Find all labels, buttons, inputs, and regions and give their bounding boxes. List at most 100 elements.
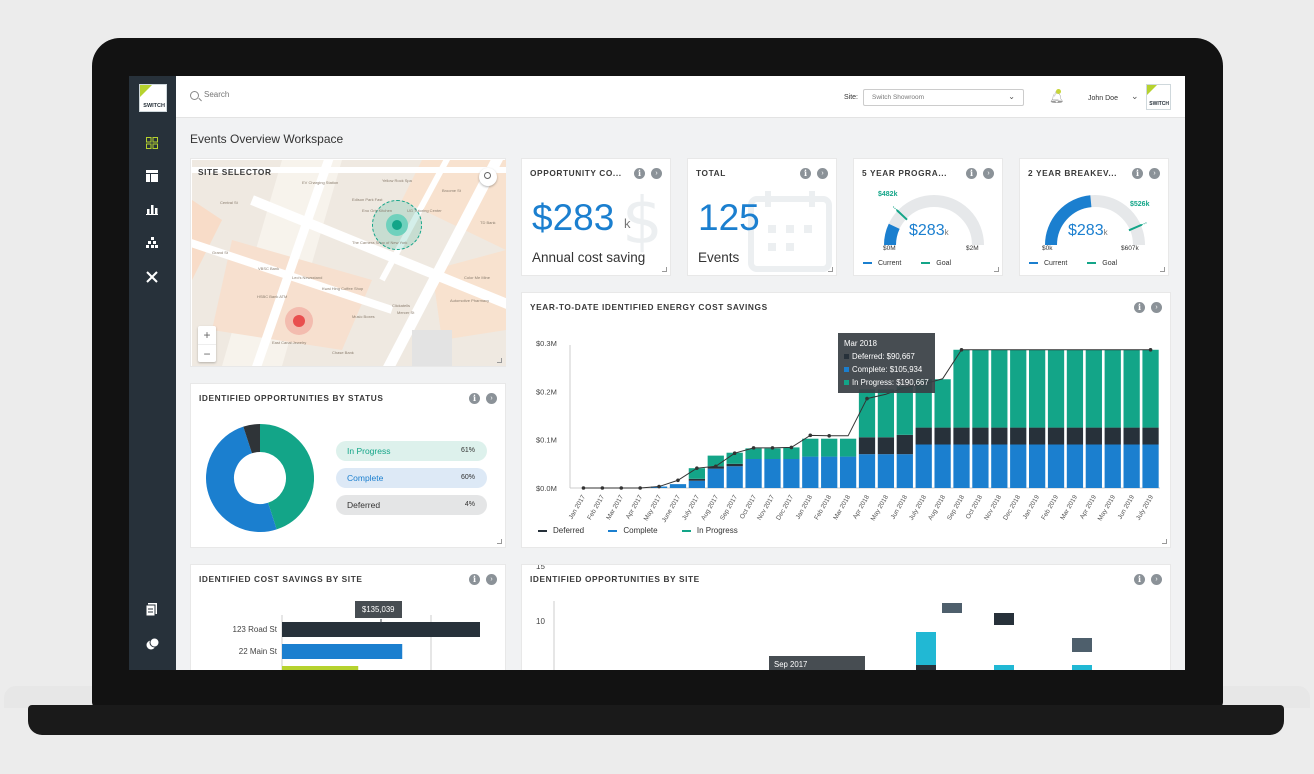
- arrow-right-icon[interactable]: ›: [817, 168, 828, 179]
- gauge-max: $607k: [1121, 245, 1139, 252]
- bar-chart-icon[interactable]: [143, 200, 161, 218]
- status-item[interactable]: Deferred 4%: [336, 495, 487, 515]
- legend-complete[interactable]: Complete: [623, 526, 658, 535]
- map-label: Edison Park Fast: [352, 197, 383, 202]
- total-point: [827, 434, 831, 438]
- status-item[interactable]: Complete 60%: [336, 468, 487, 488]
- kpi-label: Annual cost saving: [532, 250, 646, 265]
- status-item[interactable]: In Progress 61%: [336, 441, 487, 461]
- bar-segment-deferred: [1010, 427, 1027, 445]
- map-label: VBSC Bank: [258, 266, 280, 271]
- site-select[interactable]: Switch Showroom ⌄: [863, 89, 1024, 106]
- notification-dot: [1056, 89, 1061, 94]
- building-icon[interactable]: [143, 234, 161, 252]
- documents-icon[interactable]: [143, 600, 161, 618]
- info-icon[interactable]: i: [966, 168, 977, 179]
- notification-bell-icon[interactable]: 🔔︎: [1049, 90, 1065, 104]
- map-label: Automotive Pharmacy: [450, 298, 490, 303]
- site-map[interactable]: + − EV Charging Station Yellow Rock Spa Ed…: [192, 160, 506, 366]
- bar-segment-complete: [839, 456, 857, 488]
- info-icon[interactable]: i: [469, 393, 480, 404]
- info-icon[interactable]: i: [1132, 168, 1143, 179]
- site-bar: [282, 622, 480, 637]
- bar-segment-in-progress: [783, 447, 800, 459]
- bar-segment-in-progress: [688, 468, 705, 479]
- gauge-legend: Current Goal: [863, 260, 951, 267]
- tools-icon[interactable]: [143, 268, 161, 286]
- total-point: [751, 446, 756, 450]
- map-zoom-out-button[interactable]: −: [198, 344, 216, 362]
- support-chat-icon[interactable]: [143, 635, 161, 653]
- arrow-right-icon[interactable]: ›: [1151, 574, 1162, 585]
- user-menu-chevron-icon[interactable]: ⌄: [1131, 91, 1139, 101]
- dashboard-grid-icon[interactable]: [143, 134, 161, 152]
- bar-segment-deferred: [858, 437, 876, 455]
- total-point: [770, 446, 775, 450]
- legend-current-swatch: [1029, 262, 1038, 265]
- arrow-right-icon[interactable]: ›: [486, 393, 497, 404]
- bar-segment-deferred: [1066, 427, 1084, 445]
- selected-site-marker[interactable]: [386, 214, 408, 236]
- bar-segment-deferred: [1047, 427, 1065, 445]
- user-name[interactable]: John Doe: [1088, 95, 1118, 102]
- search-input[interactable]: [204, 90, 404, 99]
- map-label: Kwai Hing Coffee Shop: [322, 286, 364, 291]
- bar-segment-in-progress: [764, 448, 781, 459]
- bar-segment-in-progress: [839, 438, 857, 457]
- y-tick-label: $0.2M: [536, 387, 557, 396]
- map-label: Grand St: [212, 250, 229, 255]
- bar-segment-complete: [764, 459, 781, 488]
- app-logo[interactable]: SWITCH: [139, 84, 167, 112]
- cost-savings-bar-chart[interactable]: 123 Road St 22 Main St: [191, 565, 507, 670]
- arrow-right-icon[interactable]: ›: [983, 168, 994, 179]
- bar-segment-in-progress: [953, 349, 970, 428]
- tooltip-header: Mar 2018: [844, 339, 877, 348]
- site-marker[interactable]: [293, 315, 305, 327]
- bar-segment-deferred: [1142, 427, 1159, 445]
- avatar[interactable]: SWITCH: [1146, 84, 1171, 110]
- ytd-stacked-bar-chart[interactable]: $0.0M $0.1M $0.2M $0.3M: [522, 293, 1172, 549]
- resize-handle-icon[interactable]: [1160, 267, 1165, 272]
- bar-segment-complete: [915, 444, 932, 488]
- arrow-right-icon[interactable]: ›: [486, 574, 497, 585]
- gauge-goal-leader: [1141, 222, 1147, 226]
- map-label: HSBC Bank ATM: [257, 294, 288, 299]
- total-point: [600, 486, 605, 490]
- resize-handle-icon[interactable]: [828, 267, 833, 272]
- tooltip-deferred-swatch: [844, 354, 849, 360]
- y-tick-label: $0.1M: [536, 436, 557, 445]
- status-donut-chart[interactable]: [206, 424, 314, 532]
- info-icon[interactable]: i: [1134, 302, 1145, 313]
- info-icon[interactable]: i: [634, 168, 645, 179]
- resize-handle-icon[interactable]: [994, 267, 999, 272]
- bar-segment-deferred: [1123, 427, 1140, 445]
- gauge-goal-marker: [896, 209, 908, 221]
- info-icon[interactable]: i: [800, 168, 811, 179]
- arrow-right-icon[interactable]: ›: [651, 168, 662, 179]
- layout-icon[interactable]: [143, 167, 161, 185]
- opp-bar-segment: [994, 665, 1014, 670]
- arrow-right-icon[interactable]: ›: [1151, 302, 1162, 313]
- resize-handle-icon[interactable]: [662, 267, 667, 272]
- bar-segment-in-progress: [1029, 349, 1046, 428]
- arrow-right-icon[interactable]: ›: [1149, 168, 1160, 179]
- legend-deferred[interactable]: Deferred: [553, 526, 585, 535]
- info-icon[interactable]: i: [1134, 574, 1145, 585]
- y-tick-label: 15: [536, 565, 545, 571]
- map-zoom-in-button[interactable]: +: [203, 328, 211, 342]
- legend-in-progress[interactable]: In Progress: [696, 526, 738, 535]
- map-label: Mercer St: [397, 310, 415, 315]
- resize-handle-icon[interactable]: [497, 539, 502, 544]
- map-search-icon[interactable]: [479, 168, 497, 186]
- total-point: [732, 451, 737, 455]
- info-icon[interactable]: i: [469, 574, 480, 585]
- bar-segment-in-progress: [707, 455, 724, 467]
- site-label: 123 Road St: [233, 625, 278, 634]
- search-icon[interactable]: [190, 91, 199, 100]
- resize-handle-icon[interactable]: [497, 358, 502, 363]
- ytd-energy-savings-card: YEAR-TO-DATE IDENTIFIED ENERGY COST SAVI…: [521, 292, 1171, 548]
- map-label: Central St: [220, 200, 238, 205]
- dollar-watermark-icon: $: [622, 185, 663, 259]
- resize-handle-icon[interactable]: [1162, 539, 1167, 544]
